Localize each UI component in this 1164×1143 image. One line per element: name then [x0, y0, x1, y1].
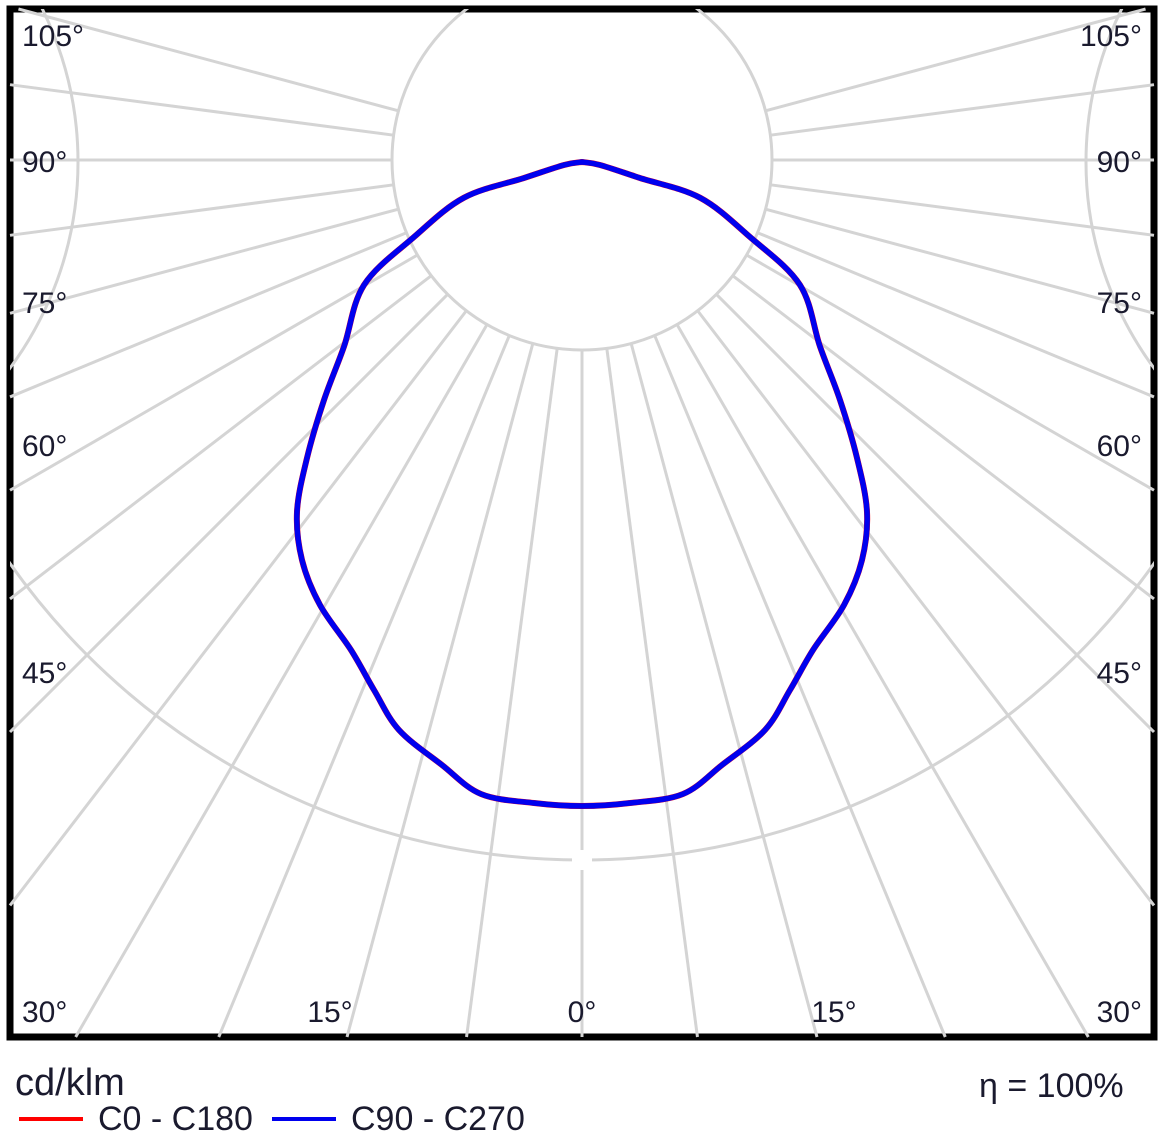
- svg-text:30°: 30°: [1097, 996, 1142, 1029]
- svg-text:105°: 105°: [22, 20, 84, 53]
- svg-text:45°: 45°: [1097, 657, 1142, 690]
- svg-text:C90 - C270: C90 - C270: [351, 1100, 525, 1138]
- svg-text:30°: 30°: [22, 996, 67, 1029]
- svg-text:75°: 75°: [1097, 287, 1142, 320]
- svg-text:0°: 0°: [568, 996, 597, 1029]
- svg-text:15°: 15°: [811, 996, 856, 1029]
- svg-text:60°: 60°: [22, 430, 67, 463]
- svg-text:15°: 15°: [307, 996, 352, 1029]
- svg-text:90°: 90°: [1097, 146, 1142, 179]
- svg-text:45°: 45°: [22, 657, 67, 690]
- svg-text:75°: 75°: [22, 287, 67, 320]
- svg-text:105°: 105°: [1080, 20, 1142, 53]
- svg-text:cd/klm: cd/klm: [15, 1062, 125, 1104]
- svg-text:60°: 60°: [1097, 430, 1142, 463]
- svg-text:η = 100%: η = 100%: [979, 1067, 1124, 1105]
- svg-text:90°: 90°: [22, 146, 67, 179]
- svg-text:C0 - C180: C0 - C180: [98, 1100, 253, 1138]
